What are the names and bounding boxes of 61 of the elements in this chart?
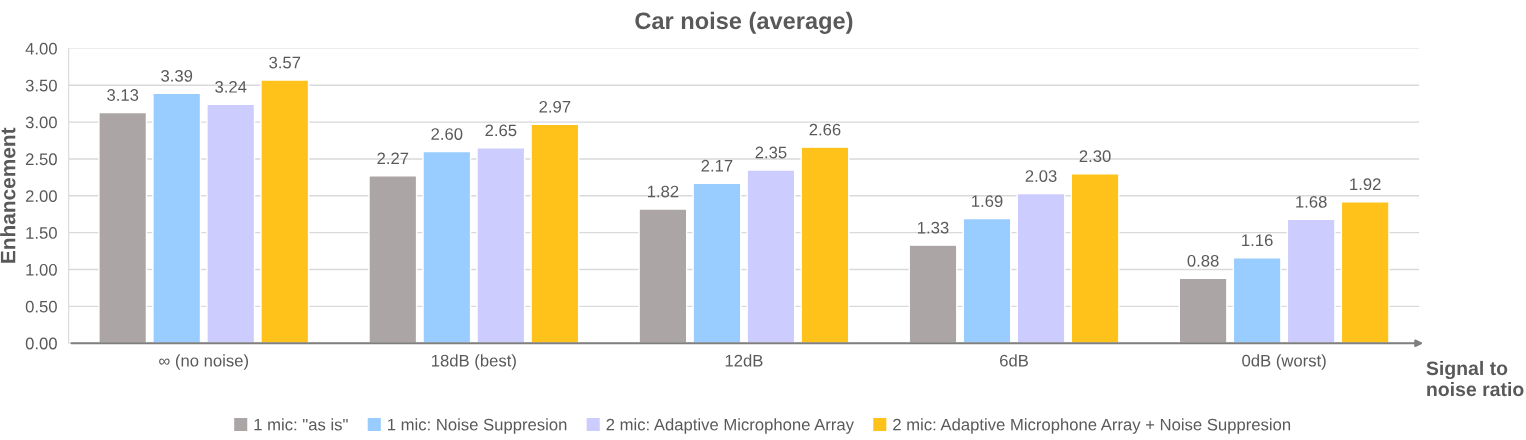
data-label: 3.13 (107, 89, 139, 101)
bar (1232, 257, 1282, 344)
bar (638, 208, 688, 344)
y-tick-label: 0.50 (25, 300, 57, 313)
data-label: 2.03 (1025, 170, 1057, 182)
bar (530, 123, 580, 344)
x-tick-label: 12dB (725, 354, 763, 367)
data-label: 3.39 (161, 69, 193, 82)
bar (260, 79, 310, 344)
data-label: 2.60 (431, 128, 463, 140)
x-tick-label: 18dB (best) (432, 354, 516, 370)
bar (98, 111, 148, 344)
data-label: 2.66 (809, 123, 841, 136)
y-axis-title: Enhancement (0, 127, 16, 263)
bar (800, 146, 850, 344)
bar (476, 147, 526, 344)
bar (152, 92, 202, 344)
data-label: 2.35 (755, 146, 787, 159)
bar (422, 150, 472, 344)
data-label: 3.57 (269, 56, 301, 69)
y-tick-label: 3.00 (25, 116, 57, 129)
bar (1178, 277, 1228, 344)
y-tick-label: 1.00 (26, 263, 57, 276)
data-label: 3.24 (215, 80, 247, 93)
legend-label: 1 mic: "as is" (254, 418, 348, 431)
bar (206, 103, 256, 344)
data-label: 2.97 (539, 100, 571, 113)
chart-title: Car noise (average) (635, 11, 853, 34)
data-label: 1.16 (1242, 234, 1273, 247)
bar (1016, 192, 1066, 344)
y-tick-label: 1.50 (26, 227, 57, 239)
data-label: 1.33 (918, 221, 949, 234)
data-label: 2.30 (1079, 150, 1111, 163)
x-axis-title: Signal to noise ratio (1426, 360, 1524, 397)
data-label: 2.27 (377, 152, 409, 165)
bar (1340, 201, 1390, 344)
x-tick-label: 6dB (1000, 354, 1028, 367)
data-label: 1.82 (647, 185, 679, 198)
x-tick-label: ∞ (no noise) (159, 354, 248, 370)
bar (692, 182, 742, 344)
bar (368, 175, 418, 344)
legend-label: 1 mic: Noise Suppresion (388, 418, 567, 434)
data-label: 2.65 (485, 124, 517, 137)
data-label: 1.68 (1296, 195, 1327, 208)
bar (1286, 218, 1336, 344)
y-tick-label: 4.00 (25, 42, 57, 55)
x-tick-label: 0dB (worst) (1242, 354, 1326, 370)
data-label: 2.17 (701, 159, 733, 172)
bar (908, 244, 958, 344)
data-label: 1.92 (1350, 178, 1381, 191)
bar (746, 169, 796, 344)
legend-label: 2 mic: Adaptive Microphone Array (606, 418, 854, 434)
bar (1070, 172, 1120, 344)
y-tick-label: 3.50 (25, 79, 57, 92)
y-tick-label: 0.00 (25, 337, 57, 350)
legend-label: 2 mic: Adaptive Microphone Array + Noise Suppresion (893, 418, 1291, 434)
bar (962, 217, 1012, 344)
data-label: 1.69 (972, 195, 1003, 208)
data-label: 0.88 (1187, 254, 1219, 267)
y-tick-label: 2.50 (25, 153, 57, 166)
y-tick-label: 2.00 (25, 190, 57, 202)
